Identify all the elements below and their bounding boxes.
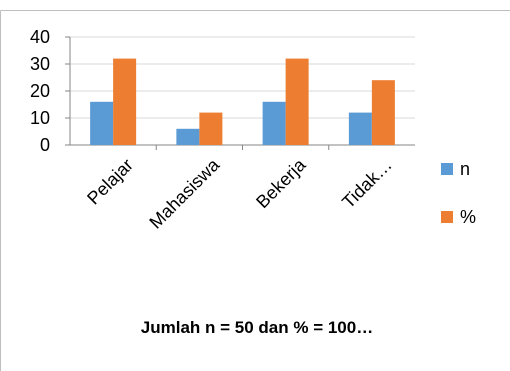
bar-percent-1 <box>199 112 223 145</box>
legend-label-n: n <box>460 159 470 179</box>
bar-percent-2 <box>285 58 309 145</box>
bar-n-2 <box>262 101 286 145</box>
bar-percent-3 <box>371 80 395 145</box>
bar-percent-0 <box>113 58 137 145</box>
category-labels: Pelajar Mahasiswa Bekerja Tidak… <box>83 145 396 233</box>
x-tick-label: Mahasiswa <box>145 154 224 233</box>
bar-n-3 <box>348 112 372 145</box>
legend: n % <box>441 159 476 227</box>
chart-title: Jumlah n = 50 dan % = 100… <box>141 318 373 337</box>
y-tick-label: 0 <box>40 135 50 155</box>
x-tick-label: Tidak… <box>338 155 396 213</box>
legend-swatch-n <box>441 163 453 175</box>
y-tick-labels: 0 10 20 30 40 <box>30 27 70 155</box>
bar-n-1 <box>176 128 200 145</box>
legend-label-percent: % <box>460 207 476 227</box>
bar-n-0 <box>90 101 114 145</box>
y-tick-label: 30 <box>30 54 50 74</box>
x-tick-label: Bekerja <box>252 154 310 212</box>
y-tick-label: 20 <box>30 81 50 101</box>
bars <box>90 58 395 145</box>
y-tick-label: 40 <box>30 27 50 47</box>
x-tick-label: Pelajar <box>83 155 137 209</box>
y-tick-label: 10 <box>30 108 50 128</box>
legend-swatch-percent <box>441 211 453 223</box>
